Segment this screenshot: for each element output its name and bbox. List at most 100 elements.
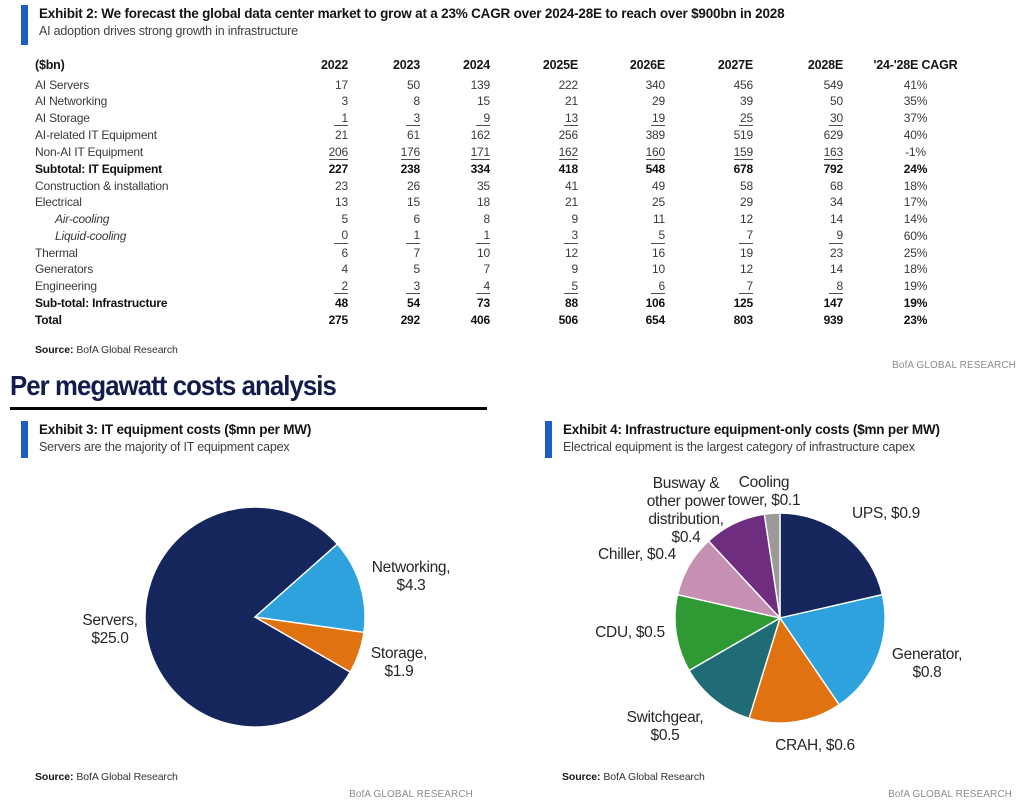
table-row: Liquid-cooling 0 1 1 3 5 7 9 60% (35, 227, 988, 245)
source-text: BofA Global Research (603, 771, 705, 783)
cell-value: 21 (565, 195, 578, 209)
cagr-value: 35% (903, 94, 928, 108)
exhibit3-watermark: BofA GLOBAL RESEARCH (349, 789, 473, 800)
cell-value: 6 (341, 245, 349, 260)
cell-value: 21 (565, 94, 578, 108)
table-row: Engineering 2 3 4 5 6 7 8 19% (35, 278, 988, 296)
pie-label-cooling-tower: Cooling tower, $0.1 (727, 474, 801, 509)
cell-value: 6 (578, 278, 665, 296)
cell-value: 9 (420, 110, 490, 128)
pie-label-cdu: CDU, $0.5 (595, 624, 665, 641)
cell-value: 162 (470, 128, 491, 142)
exhibit2-source-note: Source: BofA Global Research (35, 344, 178, 356)
cell-value: 7 (483, 262, 491, 276)
column-header: '24-'28E CAGR (873, 58, 958, 72)
cell-value: 23 (830, 245, 843, 260)
exhibit3-subtitle: Servers are the majority of IT equipment… (39, 440, 290, 454)
cell-value: 418 (558, 162, 579, 176)
cell-value: 25 (739, 110, 753, 126)
cell-value: 0 (275, 227, 348, 245)
table-row: Generators 4 5 7 9 10 12 14 18% (35, 261, 988, 278)
cell-value: 5 (413, 262, 421, 276)
pie-slice-cdu (674, 593, 782, 672)
cagr-value: 14% (903, 211, 928, 226)
cell-value: 2 (275, 278, 348, 296)
column-header: 2027E (717, 58, 753, 72)
cell-value: 29 (740, 195, 753, 209)
row-label: AI Networking (35, 94, 108, 108)
source-text: BofA Global Research (76, 771, 178, 783)
cell-value: 9 (571, 211, 579, 226)
cell-value: 7 (413, 245, 421, 260)
cell-value: 26 (407, 178, 420, 193)
pie-label-storage: Storage, $1.9 (370, 645, 428, 680)
cell-value: 39 (740, 94, 753, 108)
cell-value: 1 (420, 227, 490, 245)
section-heading-rule (10, 407, 487, 410)
cell-value: 678 (733, 162, 754, 176)
cell-value: 139 (470, 77, 491, 92)
pie-label-servers: Servers, $25.0 (82, 612, 138, 647)
cell-value: 19 (651, 110, 665, 126)
pie-label-generator: Generator, $0.8 (891, 646, 963, 681)
cell-value: 8 (413, 94, 421, 108)
cell-value: 17 (335, 77, 348, 92)
source-label: Source: (35, 344, 74, 356)
cagr-value: 41% (903, 77, 928, 92)
pie-slice-crah (748, 616, 841, 724)
cell-value: 12 (565, 245, 578, 260)
cagr-value: 23% (903, 312, 928, 327)
cell-value: 3 (341, 94, 349, 108)
exhibit4-accent-bar (545, 421, 552, 458)
cell-value: 4 (341, 262, 349, 276)
cell-value: 10 (477, 245, 490, 260)
cagr-value: 19% (903, 279, 928, 293)
section-heading: Per megawatt costs analysis (10, 370, 337, 401)
row-label: Total (35, 312, 62, 327)
cell-value: 13 (335, 195, 348, 209)
cell-value: 68 (830, 178, 843, 193)
cell-value: 939 (823, 312, 844, 327)
cell-value: 3 (348, 110, 420, 128)
table-row: Electrical 13 15 18 21 25 29 34 17% (35, 194, 988, 211)
table-row: Non-AI IT Equipment 206 176 171 162 160 159 163… (35, 144, 988, 162)
cell-value: 18 (477, 195, 490, 209)
table-row: Subtotal: IT Equipment 227 238 334 418 548 678… (35, 161, 988, 178)
cell-value: 9 (753, 227, 843, 245)
table-row: Construction & installation 23 26 35 41 49 58 6… (35, 178, 988, 195)
cell-value: 238 (400, 162, 421, 176)
pie-label-switchgear: Switchgear, $0.5 (626, 709, 704, 744)
cell-value: 48 (335, 296, 348, 310)
row-label: Subtotal: IT Equipment (35, 162, 162, 176)
cell-value: 9 (571, 262, 579, 276)
exhibit4-header: Exhibit 4: Infrastructure equipment-only… (545, 421, 1015, 458)
pie-label-busway-other-power-distribution: Busway & other power distribution, $0.4 (646, 475, 726, 546)
cell-value: 548 (645, 162, 666, 176)
cell-value: 50 (830, 94, 843, 108)
cell-value: 629 (823, 128, 844, 142)
cell-value: 29 (652, 94, 665, 108)
cell-value: 25 (652, 195, 665, 209)
cell-value: 4 (420, 278, 490, 296)
cagr-value: 18% (903, 262, 928, 276)
cell-value: 5 (341, 211, 349, 226)
cell-value: 11 (652, 211, 665, 226)
cagr-value: 25% (903, 245, 928, 260)
cagr-value: 60% (903, 228, 928, 243)
cell-value: 58 (740, 178, 753, 193)
column-header: 2026E (629, 58, 665, 72)
cell-value: 340 (645, 77, 666, 92)
row-label: Liquid-cooling (55, 228, 127, 243)
cell-value: 147 (823, 296, 844, 310)
pie-label-ups: UPS, $0.9 (852, 505, 920, 522)
cell-value: 54 (407, 296, 420, 310)
cell-value: 15 (407, 195, 420, 209)
forecast-table: ($bn) 2022 2023 2024 2025E 2026E 2027E 2028E '24… (35, 57, 988, 328)
cell-value: 519 (733, 128, 754, 142)
cell-value: 41 (565, 178, 578, 193)
exhibit2-subtitle: AI adoption drives strong growth in infr… (39, 24, 298, 38)
column-header: 2023 (392, 58, 420, 72)
cagr-value: -1% (905, 145, 926, 159)
row-label: Air-cooling (55, 211, 110, 226)
